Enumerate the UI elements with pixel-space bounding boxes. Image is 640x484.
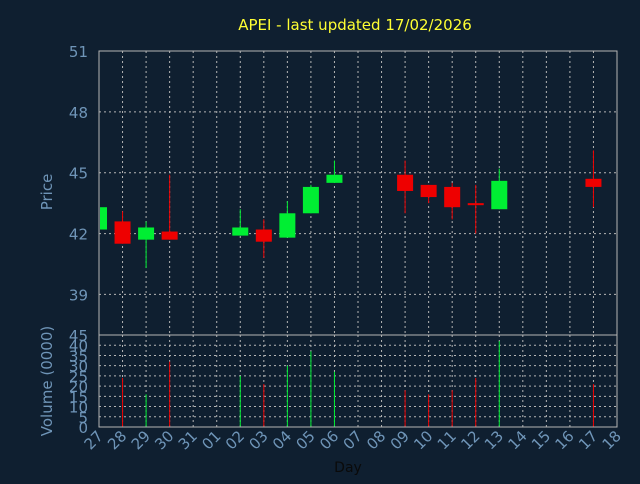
candle-body: [161, 231, 178, 240]
price-tick-label: 39: [69, 286, 88, 304]
day-axis-label: Day: [334, 460, 362, 476]
candle-body: [255, 229, 272, 242]
volume-tick-label: 15: [69, 388, 88, 406]
candle-body: [302, 186, 319, 214]
candle-body: [114, 221, 131, 244]
chart-title: APEI - last updated 17/02/2026: [238, 16, 472, 34]
candle-body: [100, 207, 107, 230]
price-axis-label: Price: [38, 174, 56, 211]
volume-tick-label: 30: [69, 358, 88, 376]
price-tick-label: 45: [69, 165, 88, 183]
volume-tick-label: 5: [78, 409, 88, 427]
candle-body: [232, 227, 249, 236]
candle-body: [444, 186, 461, 208]
volume-tick-label: 45: [69, 327, 88, 345]
candle-body: [467, 203, 484, 206]
candlestick-series: [98, 150, 602, 269]
volume-bar-series: [122, 341, 594, 427]
volume-tick-label: 20: [69, 378, 88, 396]
volume-tick-label: 0: [78, 419, 88, 437]
volume-grid: [98, 334, 618, 428]
price-tick-label: 48: [69, 104, 88, 122]
candle-body: [585, 178, 602, 187]
candle-body: [420, 184, 437, 198]
candle-body: [397, 174, 414, 191]
price-tick-labels: 39 42 45 48 51: [69, 43, 88, 304]
price-tick-label: 51: [69, 43, 88, 61]
candle-body: [491, 180, 508, 210]
price-tick-label: 42: [69, 226, 88, 244]
volume-tick-label: 40: [69, 337, 88, 355]
candle-body: [279, 213, 296, 238]
candle-body: [326, 174, 343, 183]
volume-tick-label: 35: [69, 347, 88, 365]
volume-plot-frame: [98, 334, 618, 428]
candle-body: [138, 227, 155, 240]
day-tick-labels: 2728293031010203040506070809101112131415…: [81, 427, 625, 453]
volume-tick-label: 10: [69, 399, 88, 417]
volume-axis-label: Volume (0000): [38, 326, 56, 436]
volume-tick-label: 25: [69, 368, 88, 386]
